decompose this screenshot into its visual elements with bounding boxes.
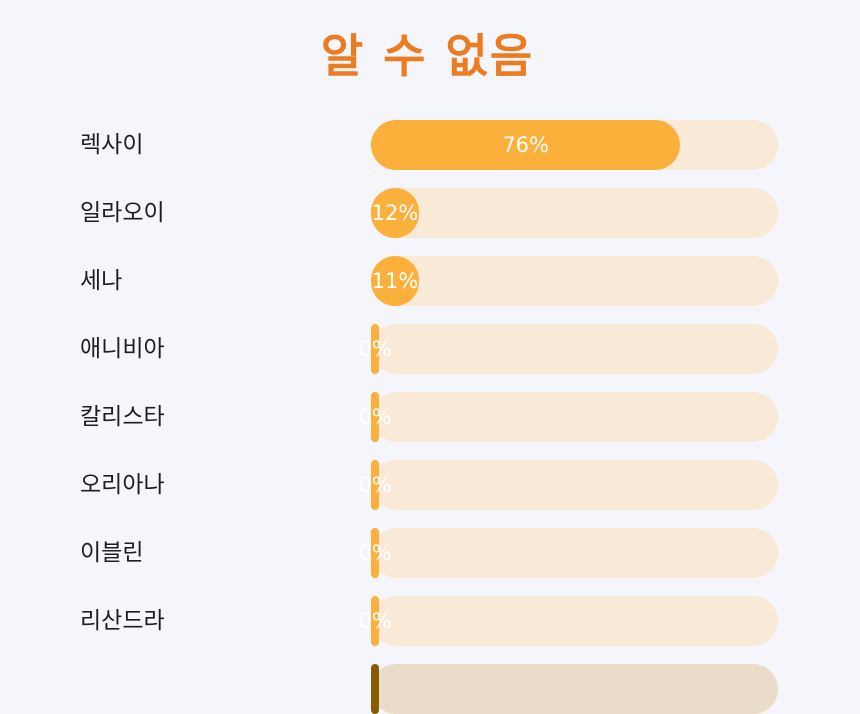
progress-track: 0% (358, 596, 778, 646)
progress-fill (371, 256, 419, 306)
list-item: 이블린 0% (0, 528, 860, 578)
progress-fill (371, 120, 681, 170)
progress-track: 76% (371, 120, 778, 170)
percent-label: 0% (358, 541, 392, 565)
list-item: 애니비아 0% (0, 324, 860, 374)
progress-fill (371, 460, 379, 510)
item-name: 일라오이 (80, 200, 165, 226)
percent-label: 12% (371, 201, 419, 225)
progress-fill (371, 324, 379, 374)
progress-track: 11% (371, 256, 778, 306)
progress-fill (371, 392, 379, 442)
percent-label: 0% (358, 609, 392, 633)
list-item: 세나 11% (0, 256, 860, 306)
item-name: 이블린 (80, 540, 144, 566)
list-item: 일라오이 12% (0, 188, 860, 238)
progress-track: 12% (371, 188, 778, 238)
percent-label: 0% (358, 473, 392, 497)
item-name: 렉사이 (80, 132, 144, 158)
progress-fill (371, 528, 379, 578)
list-item: 렉사이 76% (0, 120, 860, 170)
list-item-partial (0, 664, 860, 714)
progress-fill (371, 664, 379, 714)
list-item: 오리아나 0% (0, 460, 860, 510)
item-name: 세나 (80, 268, 123, 294)
progress-track: 0% (358, 528, 778, 578)
percent-label: 0% (358, 337, 392, 361)
percent-label: 0% (358, 405, 392, 429)
progress-fill (371, 596, 379, 646)
progress-track: 0% (358, 324, 778, 374)
percent-label: 11% (371, 269, 419, 293)
item-name: 오리아나 (80, 472, 165, 498)
progress-fill (371, 188, 419, 238)
item-name: 애니비아 (80, 336, 165, 362)
page-title: 알 수 없음 (320, 29, 535, 83)
progress-track: 0% (358, 392, 778, 442)
progress-track (371, 664, 778, 714)
list-item: 리산드라 0% (0, 596, 860, 646)
list-item: 칼리스타 0% (0, 392, 860, 442)
percent-label: 76% (502, 133, 549, 157)
item-name: 리산드라 (80, 608, 165, 634)
item-name: 칼리스타 (80, 404, 165, 430)
progress-track: 0% (358, 460, 778, 510)
